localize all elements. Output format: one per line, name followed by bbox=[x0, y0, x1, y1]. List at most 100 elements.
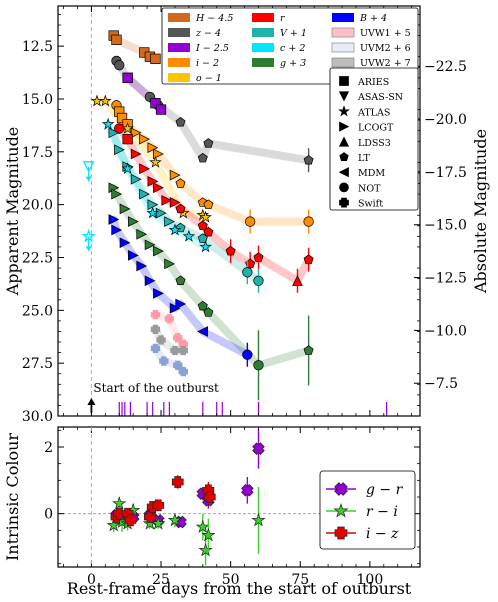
colour-point-iz bbox=[124, 514, 137, 527]
colour-point-iz bbox=[203, 491, 216, 503]
legend-label: H − 4.5 bbox=[195, 13, 233, 24]
observation-epoch-ticks bbox=[118, 402, 388, 416]
point-c bbox=[121, 162, 134, 175]
point-i bbox=[303, 216, 314, 227]
point-c bbox=[182, 229, 196, 242]
days-x-ticks: 0 25 50 75 100 bbox=[63, 427, 413, 588]
colour-point-ri bbox=[106, 517, 121, 532]
point-i bbox=[175, 178, 186, 188]
legend-label: i − z bbox=[366, 526, 399, 542]
point-v bbox=[130, 173, 142, 185]
point-uvw2 bbox=[178, 345, 188, 356]
point-g bbox=[111, 188, 123, 200]
point-r bbox=[203, 226, 214, 237]
point-z bbox=[203, 138, 214, 148]
y-tick-label: 25.0 bbox=[22, 303, 53, 319]
colour-point-ri bbox=[151, 516, 166, 530]
point-uvw2 bbox=[170, 345, 180, 356]
point-uvw2 bbox=[150, 324, 161, 335]
point-b bbox=[128, 250, 139, 261]
legend-label: V + 1 bbox=[280, 28, 307, 39]
legend-label: Swift bbox=[358, 199, 383, 210]
point-g bbox=[175, 275, 186, 285]
y-tick-label: 27.5 bbox=[22, 356, 53, 372]
point-i bbox=[244, 216, 256, 227]
y-tick-label: 17.5 bbox=[22, 145, 53, 161]
legend-label: UVM2 + 6 bbox=[360, 43, 411, 54]
point-v bbox=[108, 127, 120, 139]
legend-marker bbox=[339, 76, 349, 86]
legend-label: ATLAS bbox=[357, 107, 390, 118]
y-right-tick-label: −12.5 bbox=[424, 271, 467, 287]
legend-swatch bbox=[331, 57, 355, 68]
point-c_asassn bbox=[82, 161, 95, 173]
colour-point-iz bbox=[144, 511, 156, 523]
legend-label: r bbox=[280, 13, 286, 24]
legend-label: NOT bbox=[358, 183, 381, 194]
point-v bbox=[253, 275, 264, 286]
point-uvw2 bbox=[156, 335, 166, 345]
legend-marker bbox=[333, 503, 349, 518]
x-tick-label: 25 bbox=[152, 572, 170, 588]
colour-point-ri bbox=[201, 527, 216, 542]
point-r bbox=[225, 245, 236, 256]
point-v bbox=[242, 267, 253, 278]
light-curve-points bbox=[81, 30, 314, 401]
point-c bbox=[199, 240, 212, 253]
point-b bbox=[136, 260, 148, 272]
point-o bbox=[149, 155, 162, 168]
colour-points bbox=[106, 428, 266, 566]
y-tick-label: 22.5 bbox=[22, 250, 53, 266]
legend-swatch bbox=[168, 73, 190, 82]
y-tick-label: 0 bbox=[44, 507, 53, 523]
legend-label: ASAS-SN bbox=[357, 92, 403, 103]
legend-marker bbox=[334, 482, 348, 496]
legend-marker bbox=[338, 136, 350, 147]
x-tick-label: 75 bbox=[291, 572, 309, 588]
colour-y-ticks: 20 bbox=[44, 429, 420, 565]
days-axis-label: Rest-frame days from the start of outbur… bbox=[67, 579, 412, 598]
point-r bbox=[139, 163, 150, 175]
outburst-annotation: Start of the outburst bbox=[93, 381, 219, 395]
legend-swatch bbox=[331, 27, 355, 38]
point-b bbox=[175, 298, 187, 310]
point-i bbox=[116, 112, 128, 124]
x-tick-label: 100 bbox=[357, 572, 384, 588]
legend-label: LDSS3 bbox=[358, 138, 391, 149]
legend-label: r − i bbox=[366, 504, 398, 520]
point-g bbox=[128, 216, 139, 227]
point-uvm2 bbox=[150, 343, 161, 354]
point-v bbox=[139, 188, 150, 200]
point-v bbox=[164, 216, 175, 227]
point-r bbox=[253, 252, 264, 262]
colour-point-ri bbox=[198, 542, 213, 557]
point-g bbox=[136, 228, 148, 240]
apparent-magnitude-ticks: 12.5 15.0 17.5 20.0 22.5 25.0 27.5 30.0 bbox=[22, 14, 420, 425]
legend-label: o − 1 bbox=[196, 73, 222, 84]
point-b bbox=[153, 288, 164, 299]
point-g bbox=[119, 203, 131, 215]
y-right-tick-label: −7.5 bbox=[424, 376, 458, 392]
point-b bbox=[169, 302, 181, 314]
point-r bbox=[153, 182, 164, 194]
apparent-magnitude-label: Apparent Magnitude bbox=[3, 127, 22, 297]
point-uvm2 bbox=[178, 366, 188, 377]
legend-swatch bbox=[168, 58, 190, 67]
legend-label: UVW1 + 5 bbox=[360, 28, 411, 39]
legend-swatch bbox=[168, 28, 190, 37]
point-r bbox=[130, 148, 142, 160]
legend-label: B + 4 bbox=[359, 13, 387, 24]
point-c bbox=[101, 117, 115, 130]
point-g bbox=[203, 307, 214, 317]
point-r bbox=[114, 123, 125, 134]
legend-label: g + 3 bbox=[280, 58, 306, 69]
point-r bbox=[292, 275, 303, 286]
point-b bbox=[144, 275, 156, 287]
point-i bbox=[155, 104, 167, 115]
point-g bbox=[153, 245, 164, 257]
legend-label: ARIES bbox=[357, 77, 389, 88]
point-c bbox=[81, 228, 96, 243]
legend-label: LT bbox=[358, 153, 371, 164]
point-i bbox=[203, 199, 214, 209]
